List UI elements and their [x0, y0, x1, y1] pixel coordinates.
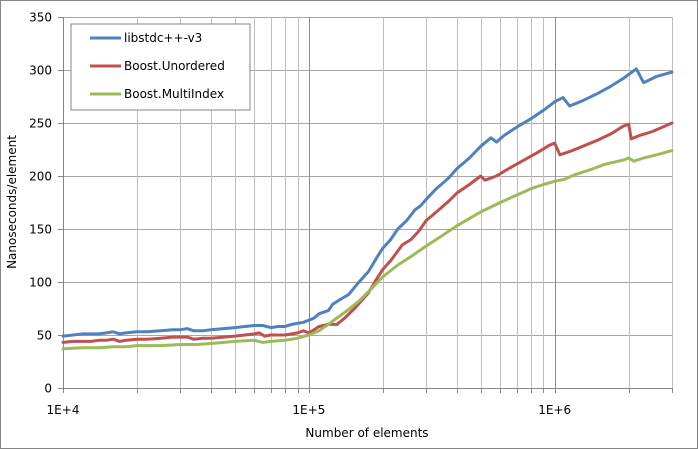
x-axis-title: Number of elements [305, 426, 428, 440]
axes [58, 17, 673, 393]
x-tick-label: 1E+5 [292, 403, 325, 417]
legend-label: libstdc++-v3 [124, 31, 202, 45]
tick-labels: 0 50 100 150 200 250 300 350 1E+4 1E+5 1E+6 [29, 11, 571, 418]
x-tick-label: 1E+6 [538, 403, 571, 417]
y-tick-label: 200 [29, 170, 52, 184]
y-tick-label: 0 [44, 382, 52, 396]
series-line-boost-unordered [61, 121, 674, 344]
y-tick-label: 50 [37, 329, 52, 343]
y-axis-title: Nanoseconds/element [5, 135, 19, 269]
y-tick-label: 100 [29, 276, 52, 290]
legend-item-libstdc: libstdc++-v3 [90, 31, 202, 45]
x-tick-label: 1E+4 [47, 403, 80, 417]
legend-label: Boost.MultiIndex [124, 87, 224, 101]
y-tick-label: 350 [29, 11, 52, 25]
legend: libstdc++-v3 Boost.Unordered Boost.Multi… [70, 23, 251, 111]
y-tick-label: 150 [29, 223, 52, 237]
y-tick-label: 250 [29, 117, 52, 131]
series-lines [61, 67, 674, 351]
y-tick-label: 300 [29, 64, 52, 78]
legend-label: Boost.Unordered [124, 59, 225, 73]
legend-item-boost-multiindex: Boost.MultiIndex [90, 87, 224, 101]
legend-item-boost-unordered: Boost.Unordered [90, 59, 225, 73]
series-line-libstdc-v3 [61, 67, 674, 338]
series-line-boost-multiindex [61, 149, 674, 351]
